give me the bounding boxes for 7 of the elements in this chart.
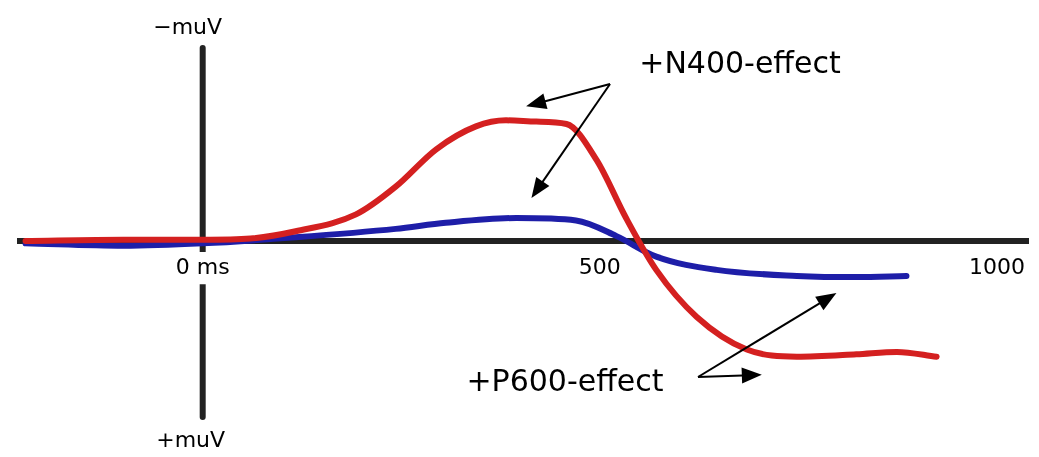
text: +muV — [156, 426, 226, 452]
text: +P600-effect — [466, 362, 664, 398]
text: −muV — [153, 13, 223, 39]
x-tick-label: 500 — [578, 253, 621, 279]
text: +N400-effect — [639, 44, 841, 80]
x-tick-label: 0 ms — [175, 253, 230, 279]
x-tick-label: 1000 — [969, 253, 1026, 279]
